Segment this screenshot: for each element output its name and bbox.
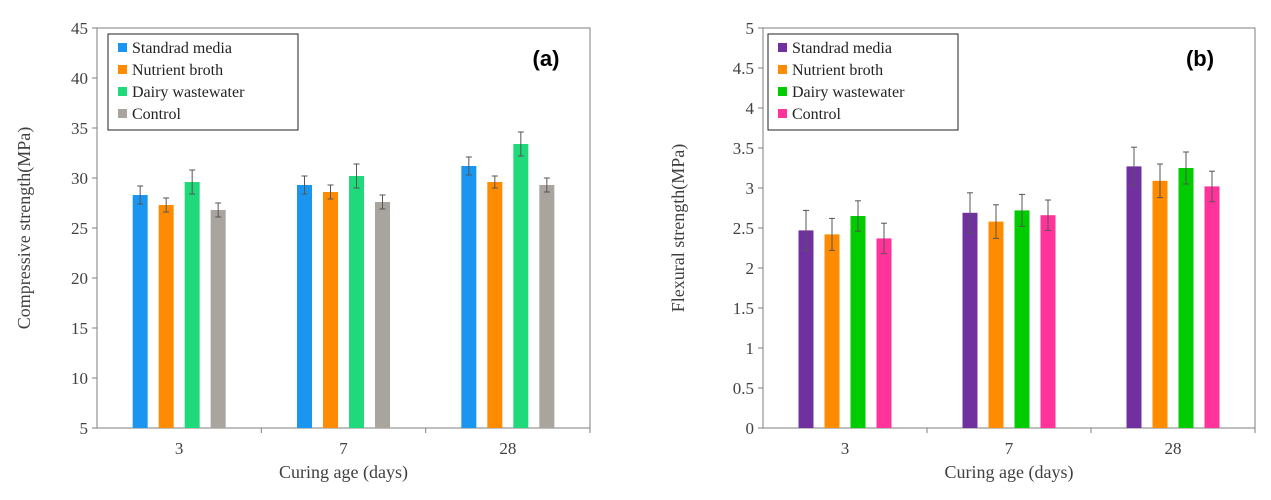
bar-standrad-media: [798, 230, 814, 428]
bar-nutrient-broth: [824, 234, 840, 428]
legend-swatch: [118, 65, 127, 74]
y-tick-label: 40: [71, 69, 88, 88]
x-tick-label: 7: [339, 439, 348, 458]
y-tick-label: 0: [746, 419, 755, 438]
x-tick-label: 7: [1005, 439, 1014, 458]
bar-control: [1204, 186, 1220, 428]
legend-entry: Standrad media: [792, 40, 892, 57]
legend-swatch: [118, 43, 127, 52]
legend-swatch: [778, 43, 787, 52]
legend-frame: [107, 33, 299, 131]
y-tick-label: 3.5: [733, 139, 754, 158]
y-tick-label: 10: [71, 369, 88, 388]
bar-nutrient-broth: [158, 205, 174, 428]
legend-entry: Nutrient broth: [132, 62, 223, 79]
y-tick-label: 4: [746, 99, 755, 118]
bar-nutrient-broth: [988, 221, 1004, 428]
legend-swatch: [778, 87, 787, 96]
bar-dairy-wastewater: [850, 216, 866, 428]
bar-standrad-media: [132, 195, 148, 428]
y-tick-label: 15: [71, 319, 88, 338]
y-tick-label: 2.5: [733, 219, 754, 238]
legend-entry: Nutrient broth: [792, 62, 883, 79]
legend-swatch: [778, 109, 787, 118]
x-tick-label: 28: [1165, 439, 1182, 458]
bar-nutrient-broth: [323, 192, 338, 428]
y-tick-label: 25: [71, 219, 88, 238]
panel-b-flexural-strength: 0 0.5 1 1.5 2 2.5 3 3.5 4 4.5 5 3 7 28 Curing age (day…: [668, 19, 1256, 483]
y-tick-label: 20: [71, 269, 88, 288]
panel-a-compressive-strength: 5 10 15 20 25 30 35 40 45 3 7 28 Curing age (days) Co…: [14, 19, 591, 483]
legend-swatch: [118, 87, 127, 96]
bar-nutrient-broth: [487, 182, 503, 428]
bar-standrad-media: [1126, 166, 1142, 428]
bar-control: [876, 238, 892, 428]
y-tick-label: 2: [746, 259, 755, 278]
bar-dairy-wastewater: [1178, 168, 1194, 428]
y-axis-title: Compressive strength(MPa): [14, 127, 35, 329]
y-tick-label: 4.5: [733, 59, 754, 78]
y-axis-title: Flexural strength(MPa): [668, 144, 689, 312]
legend-entry: Dairy wastewater: [132, 84, 245, 101]
x-tick-label: 28: [499, 439, 516, 458]
legend-entry: Standrad media: [132, 40, 232, 57]
y-tick-label: 1.5: [733, 299, 754, 318]
legend-swatch: [118, 109, 127, 118]
bar-control: [375, 202, 390, 428]
x-tick-label: 3: [175, 439, 184, 458]
y-tick-label: 0.5: [733, 379, 754, 398]
x-axis-title: Curing age (days): [279, 462, 408, 483]
bar-standrad-media: [297, 185, 312, 428]
bar-standrad-media: [962, 212, 978, 428]
legend-entry: Control: [132, 106, 181, 123]
bar-dairy-wastewater: [513, 144, 529, 428]
x-axis-title: Curing age (days): [945, 462, 1074, 483]
y-tick-label: 1: [746, 339, 755, 358]
panel-label: (b): [1186, 46, 1214, 71]
y-tick-label: 35: [71, 119, 88, 138]
bar-dairy-wastewater: [1014, 210, 1030, 428]
legend: Standrad media Nutrient broth Dairy wastew…: [767, 33, 959, 131]
y-tick-label: 3: [746, 179, 755, 198]
bar-standrad-media: [461, 166, 477, 428]
legend-swatch: [778, 65, 787, 74]
legend-entry: Control: [792, 106, 841, 123]
bar-control: [210, 210, 226, 428]
y-tick-label: 5: [80, 419, 89, 438]
y-tick-label: 5: [746, 19, 755, 38]
bar-control: [539, 185, 555, 428]
x-tick-label: 3: [841, 439, 850, 458]
bar-nutrient-broth: [1152, 180, 1168, 428]
bar-dairy-wastewater: [184, 182, 200, 428]
bar-control: [1040, 215, 1056, 428]
y-tick-label: 30: [71, 169, 88, 188]
panel-label: (a): [533, 46, 560, 71]
legend-frame: [767, 33, 959, 131]
bar-dairy-wastewater: [349, 176, 364, 428]
legend-entry: Dairy wastewater: [792, 84, 905, 101]
y-tick-label: 45: [71, 19, 88, 38]
legend: Standrad media Nutrient broth Dairy wastew…: [107, 33, 299, 131]
